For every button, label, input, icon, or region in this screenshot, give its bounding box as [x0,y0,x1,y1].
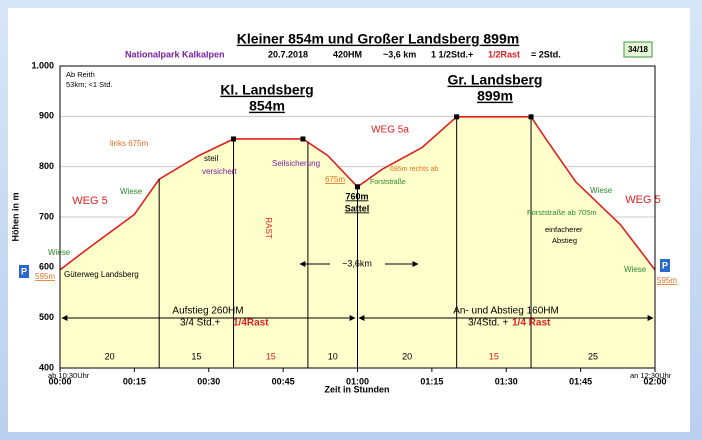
segment-duration: 15 [489,351,499,361]
annotation: Wiese [590,186,613,195]
annotation: versichert [202,167,237,176]
annotation: an 12:30Uhr [630,371,672,380]
profile-point [300,136,306,142]
annotation: 1/4Rast [233,318,269,329]
annotation: RAST [264,217,273,238]
y-tick-label: 400 [39,362,54,372]
segment-duration: 15 [191,351,201,361]
annotation: Wiese [120,187,143,196]
x-tick-label: 00:15 [123,376,146,386]
annotation: = 2Std. [531,49,561,59]
annotation: steil [204,154,218,163]
annotation: 1/4 Rast [512,318,551,329]
annotation: 854m [249,98,285,114]
annotation: P [21,266,27,276]
y-axis-label: Höhen in m [10,193,20,242]
annotation: Kl. Landsberg [220,82,313,98]
annotation: 899m [477,88,513,104]
annotation: einfacherer [545,225,583,234]
segment-duration: 20 [402,351,412,361]
y-tick-label: 800 [39,161,54,171]
annotation: WEG 5 [625,194,660,206]
annotation: 760m [345,191,368,201]
annotation: 695m rechts ab [390,166,438,173]
annotation: Wiese [48,248,71,257]
annotation: 420HM [333,49,362,59]
annotation: Ab Reith [66,70,95,79]
annotation: 3/4 Std.+ [180,318,220,329]
y-tick-label: 700 [39,211,54,221]
annotation: Forststraße ab 705m [527,208,597,217]
x-tick-label: 02:00 [643,376,666,386]
x-axis-label: Zeit in Stunden [325,384,390,394]
x-tick-label: 00:45 [272,376,295,386]
segment-duration: 20 [105,351,115,361]
plot-frame [59,65,656,369]
annotation: Gr. Landsberg [448,72,543,88]
annotation: 53km; <1 Std. [66,80,112,89]
annotation: ab 10:30Uhr [48,371,90,380]
parking-sign [660,259,670,272]
x-tick-label: 00:00 [48,376,71,386]
x-tick-label: 01:45 [569,376,592,386]
annotation: 20.7.2018 [268,49,308,59]
annotation: 1/2Rast [488,49,520,59]
annotation: WEG 5 [72,195,107,207]
badge: 34/18 [628,45,649,54]
annotation: Wiese [624,265,647,274]
annotation: 3/4Std. + [468,318,508,329]
chart-title: Kleiner 854m und Großer Landsberg 899m [237,31,519,47]
x-tick-label: 00:30 [197,376,220,386]
annotation: ~3,6 km [383,49,416,59]
segment-duration: 25 [588,351,598,361]
annotation: 1 1/2Std.+ [431,49,473,59]
annotation: Sattel [345,203,370,213]
y-tick-label: 500 [39,312,54,322]
segment-duration: 10 [328,351,338,361]
y-tick-label: 600 [39,262,54,272]
annotation: 595m [35,272,55,281]
badge-box [623,41,653,58]
x-tick-label: 01:30 [495,376,518,386]
annotation: Aufstieg 260HM [172,306,243,317]
annotation: 675m [325,175,345,184]
annotation: Forststraße [370,179,406,186]
annotation: Seilsicherung [272,159,320,168]
parking-sign [19,265,29,278]
annotation: links 675m [110,139,149,148]
annotation: ~3,6km [342,258,372,268]
annotation: Abstieg [552,236,577,245]
y-tick-label: 1.000 [31,60,54,70]
segment-duration: 15 [266,351,276,361]
annotation: An- und Abstieg 160HM [453,306,559,317]
annotation: Güterweg Landsberg [64,270,139,279]
annotation: P [662,260,668,270]
annotation: 595m [657,276,677,285]
x-tick-label: 01:15 [420,376,443,386]
x-tick-label: 01:00 [346,376,369,386]
annotation: WEG 5a [371,125,409,136]
annotation: Nationalpark Kalkalpen [125,49,225,59]
y-tick-label: 900 [39,111,54,121]
